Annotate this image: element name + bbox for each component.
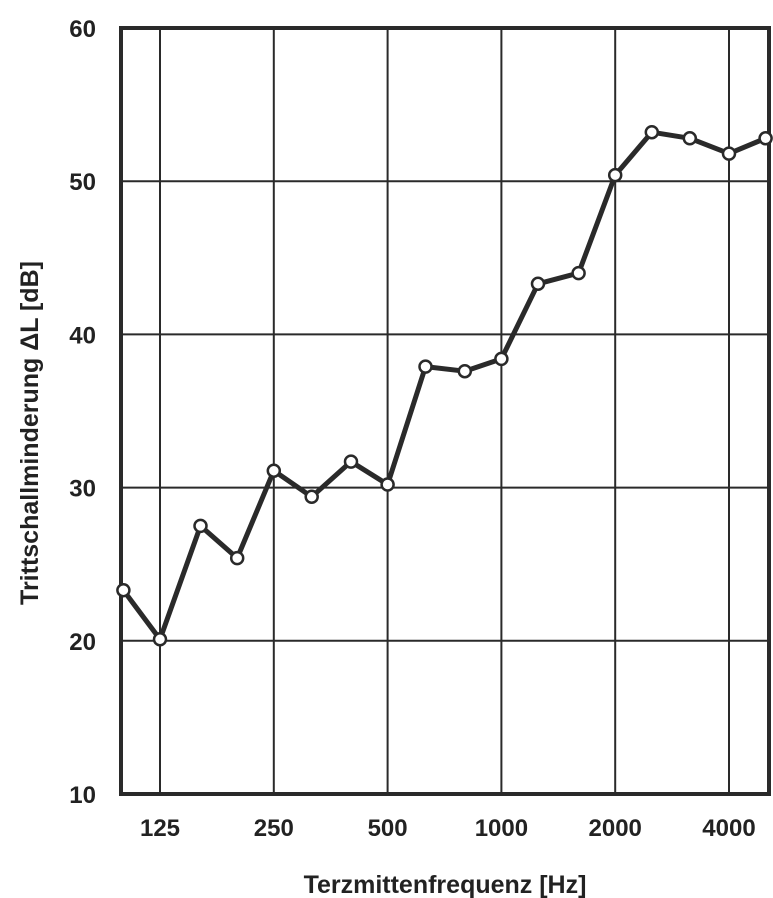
y-axis-label: Trittschallminderung ΔL [dB] <box>16 261 44 605</box>
x-axis-label: Terzmittenfrequenz [Hz] <box>304 871 587 898</box>
x-tick-label: 1000 <box>475 815 528 842</box>
data-point <box>193 518 208 534</box>
data-point <box>266 463 282 478</box>
data-point <box>304 489 319 505</box>
data-points <box>116 124 773 647</box>
y-tick-labels: 10 20 30 40 50 60 <box>69 16 96 809</box>
data-point <box>343 454 359 469</box>
series-line <box>120 129 769 642</box>
plot-frame <box>119 26 771 796</box>
x-tick-label: 500 <box>368 815 408 842</box>
data-point <box>418 359 433 374</box>
y-tick-label: 40 <box>69 322 96 349</box>
y-tick-label: 60 <box>69 16 96 43</box>
x-tick-label: 2000 <box>589 815 642 842</box>
data-point <box>152 632 168 647</box>
x-tick-label: 250 <box>254 815 294 842</box>
data-point <box>530 276 546 292</box>
y-tick-label: 10 <box>69 782 96 809</box>
data-point <box>682 131 698 146</box>
data-point <box>380 477 395 492</box>
data-point <box>571 265 586 281</box>
data-point <box>758 131 773 146</box>
y-tick-label: 20 <box>69 629 96 656</box>
data-point <box>494 351 509 367</box>
y-tick-label: 50 <box>69 169 96 196</box>
data-point <box>116 582 131 598</box>
x-tick-label: 4000 <box>702 815 755 842</box>
x-tick-label: 125 <box>140 815 180 842</box>
y-tick-label: 30 <box>69 476 96 503</box>
x-tick-labels: 125 250 500 1000 2000 4000 <box>140 815 756 842</box>
data-point <box>644 124 660 140</box>
data-point <box>721 146 737 161</box>
data-point <box>229 550 245 566</box>
grid <box>121 28 769 794</box>
data-point <box>607 167 623 183</box>
data-point <box>457 363 473 379</box>
